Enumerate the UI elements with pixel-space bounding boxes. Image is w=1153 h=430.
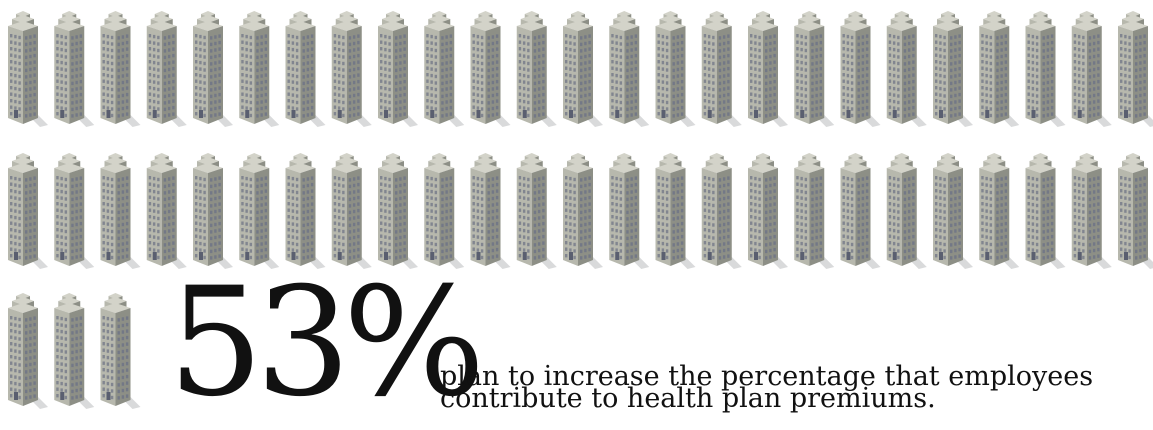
building-icon [840, 11, 881, 127]
building-icon [794, 153, 835, 269]
building-icon [886, 153, 927, 269]
building-icon [146, 153, 187, 269]
building-icon [609, 11, 650, 127]
building-icon [933, 11, 973, 127]
building-icon [470, 11, 511, 127]
caption-line-1: plan to increase the percentage that emp… [440, 361, 1094, 392]
building-icon [655, 11, 696, 127]
building-icon [54, 293, 95, 409]
building-icon [331, 153, 372, 269]
building-icon [1118, 11, 1153, 127]
building-icon [1025, 11, 1066, 127]
building-icon [54, 11, 95, 127]
building-icon [8, 293, 48, 409]
building-icon [794, 11, 835, 127]
building-icon [701, 153, 742, 269]
building-icon [100, 153, 141, 269]
building-icon [239, 11, 280, 127]
building-icon [516, 153, 557, 269]
building-icon [701, 11, 742, 127]
building-icon [1071, 11, 1112, 127]
building-icon [54, 153, 95, 269]
building-icon [1071, 153, 1112, 269]
building-icon [239, 153, 280, 269]
building-icon [1118, 153, 1153, 269]
building-icon [378, 11, 418, 127]
building-icon [8, 11, 48, 127]
building-icon [979, 11, 1020, 127]
building-icon [285, 153, 326, 269]
building-icon [655, 153, 696, 269]
building-icon [516, 11, 557, 127]
caption: plan to increase the percentage that emp… [440, 361, 1150, 414]
headline-stat: 53% [168, 268, 485, 418]
building-icon [331, 11, 372, 127]
building-icon [886, 11, 927, 127]
building-icon [748, 11, 788, 127]
building-icon [748, 153, 788, 269]
building-icon [193, 11, 233, 127]
building-icon [563, 11, 603, 127]
building-icon [840, 153, 881, 269]
building-icon [100, 293, 141, 409]
building-icon [424, 11, 465, 127]
building-icon [424, 153, 465, 269]
building-icon [378, 153, 418, 269]
building-icon [979, 153, 1020, 269]
caption-line-2: contribute to health plan premiums. [440, 383, 936, 414]
building-icon [8, 153, 48, 269]
building-icon [100, 11, 141, 127]
stat-number: 53 [168, 256, 351, 430]
building-icon [1025, 153, 1066, 269]
building-icon [193, 153, 233, 269]
building-icon [146, 11, 187, 127]
stat-percent: % [342, 256, 486, 430]
building-icon [609, 153, 650, 269]
building-icon [563, 153, 603, 269]
building-icon [285, 11, 326, 127]
building-icon [470, 153, 511, 269]
building-icon [933, 153, 973, 269]
